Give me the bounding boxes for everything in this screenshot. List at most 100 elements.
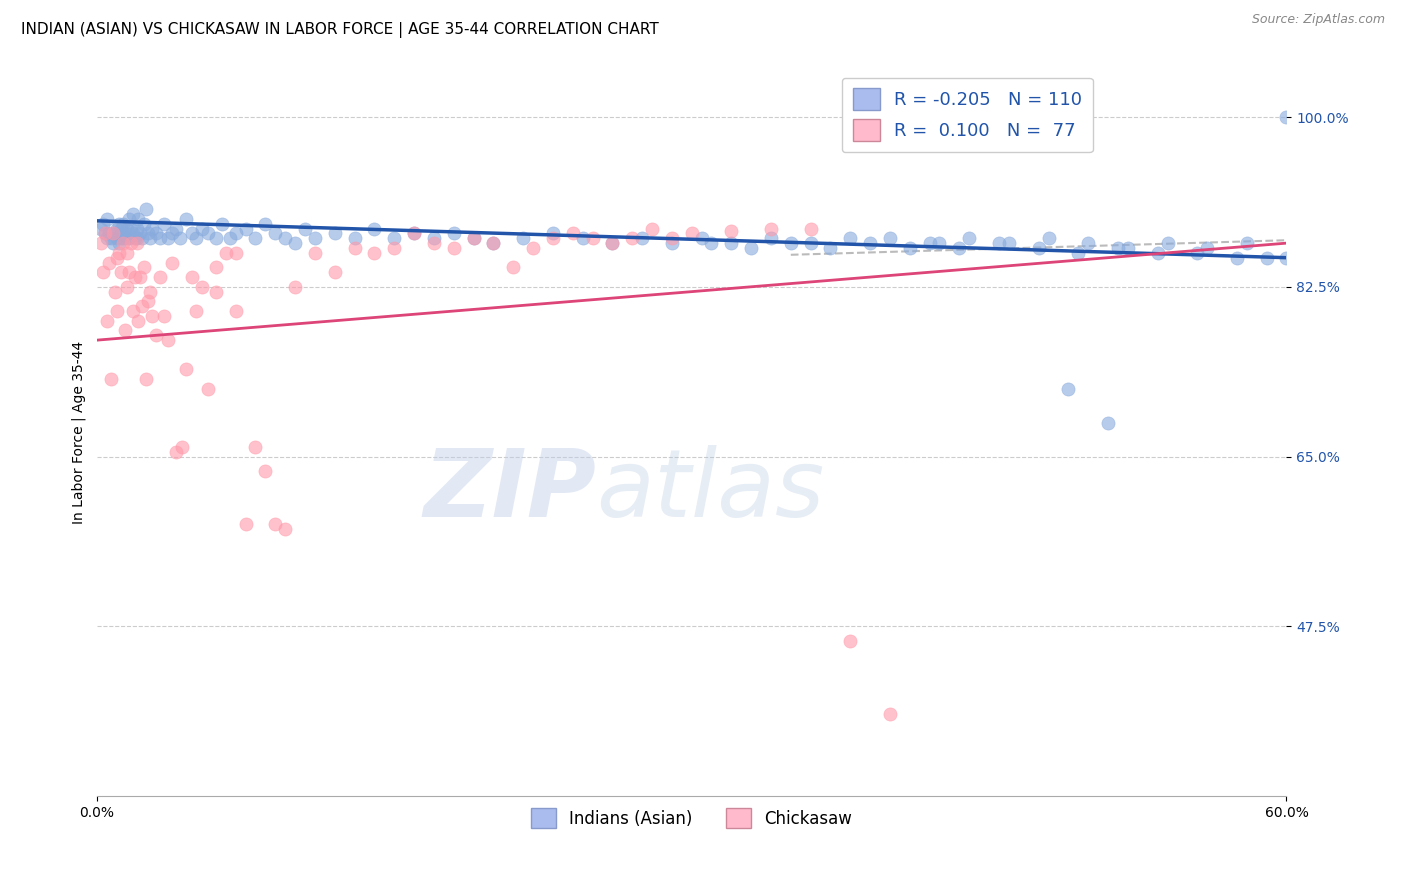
Point <box>181 227 204 241</box>
Point <box>181 270 204 285</box>
Point <box>1197 241 1219 255</box>
Point <box>859 236 882 251</box>
Point <box>104 285 127 299</box>
Point <box>121 227 143 241</box>
Point <box>145 328 167 343</box>
Point <box>254 464 277 478</box>
Point <box>998 236 1021 251</box>
Point <box>343 231 366 245</box>
Legend: Indians (Asian), Chickasaw: Indians (Asian), Chickasaw <box>524 801 859 835</box>
Point <box>101 236 124 251</box>
Text: ZIP: ZIP <box>423 444 596 536</box>
Point <box>111 231 134 245</box>
Point <box>621 231 644 245</box>
Point <box>304 245 326 260</box>
Point <box>197 382 219 396</box>
Point <box>127 314 149 328</box>
Point <box>215 245 238 260</box>
Point <box>602 236 624 251</box>
Point <box>114 227 136 241</box>
Point <box>172 440 194 454</box>
Point <box>1116 241 1139 255</box>
Point <box>264 227 287 241</box>
Point <box>160 255 183 269</box>
Point <box>740 241 762 255</box>
Point <box>105 231 128 245</box>
Point <box>443 241 465 255</box>
Point <box>323 227 346 241</box>
Point <box>138 227 160 241</box>
Point <box>759 221 782 235</box>
Point <box>254 217 277 231</box>
Point <box>918 236 941 251</box>
Text: Source: ZipAtlas.com: Source: ZipAtlas.com <box>1251 13 1385 27</box>
Point <box>174 362 197 376</box>
Point <box>800 236 823 251</box>
Point <box>115 245 138 260</box>
Point <box>245 231 267 245</box>
Point <box>139 285 162 299</box>
Point <box>149 270 172 285</box>
Point <box>779 236 801 251</box>
Point <box>284 280 307 294</box>
Point <box>97 227 120 241</box>
Point <box>800 221 823 235</box>
Point <box>928 236 950 251</box>
Point <box>235 517 257 532</box>
Point <box>117 231 139 245</box>
Point <box>820 241 842 255</box>
Point <box>1057 382 1080 396</box>
Point <box>115 231 138 245</box>
Point <box>160 227 183 241</box>
Point <box>115 280 138 294</box>
Point <box>1236 236 1258 251</box>
Point <box>117 265 139 279</box>
Point <box>145 227 167 241</box>
Text: atlas: atlas <box>596 445 825 536</box>
Point <box>274 522 297 536</box>
Point <box>661 231 683 245</box>
Point <box>602 236 624 251</box>
Point <box>100 372 122 386</box>
Point <box>110 265 132 279</box>
Point <box>141 221 163 235</box>
Point <box>463 231 485 245</box>
Point <box>382 231 405 245</box>
Point <box>225 227 247 241</box>
Point <box>948 241 970 255</box>
Point <box>138 294 160 309</box>
Point <box>91 217 114 231</box>
Point <box>127 211 149 226</box>
Point <box>139 231 162 245</box>
Point <box>225 304 247 318</box>
Point <box>131 231 153 245</box>
Point <box>149 231 172 245</box>
Point <box>512 231 534 245</box>
Point <box>129 227 152 241</box>
Point <box>124 231 146 245</box>
Point <box>135 372 157 386</box>
Point <box>131 299 153 313</box>
Point <box>245 440 267 454</box>
Point <box>125 231 148 245</box>
Point <box>107 245 129 260</box>
Point <box>191 221 214 235</box>
Point <box>197 227 219 241</box>
Point <box>169 231 191 245</box>
Point <box>204 260 226 275</box>
Point <box>184 304 207 318</box>
Point <box>1275 251 1298 265</box>
Point <box>124 270 146 285</box>
Point <box>1256 251 1278 265</box>
Point <box>541 231 564 245</box>
Point <box>561 227 583 241</box>
Point <box>218 231 240 245</box>
Point <box>110 231 132 245</box>
Point <box>115 221 138 235</box>
Point <box>423 231 446 245</box>
Point <box>581 231 603 245</box>
Point <box>1028 241 1050 255</box>
Point <box>107 217 129 231</box>
Point <box>174 211 197 226</box>
Point <box>1038 231 1060 245</box>
